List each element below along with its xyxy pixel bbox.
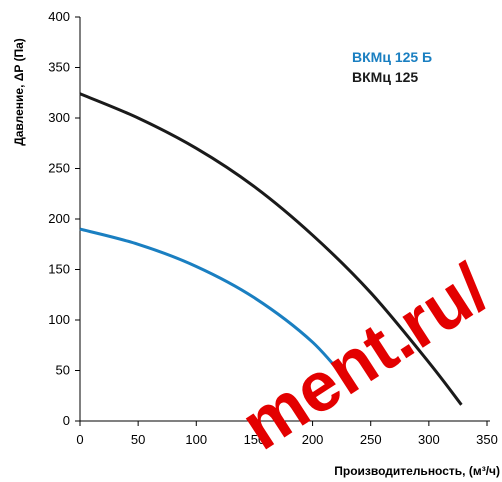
- y-axis-title: Давление, ΔP (Па): [12, 38, 26, 146]
- x-tick-label: 300: [418, 432, 440, 447]
- legend-entry-series-2: ВКМц 125: [352, 69, 418, 85]
- x-tick-label: 200: [302, 432, 324, 447]
- x-tick-label: 0: [76, 432, 83, 447]
- y-tick-label: 250: [48, 161, 70, 176]
- y-tick-label: 100: [48, 312, 70, 327]
- x-axis-ticks: 0 50 100 150 200 250 300 350: [76, 421, 498, 447]
- x-axis-title: Производительность, (м³/ч): [334, 464, 500, 478]
- y-tick-label: 400: [48, 9, 70, 24]
- y-axis-ticks: 0 50 100 150 200 250 300 350 400: [48, 9, 80, 428]
- series-line-2: [79, 92, 463, 406]
- y-tick-label: 50: [56, 363, 70, 378]
- y-tick-label: 0: [63, 413, 70, 428]
- legend: ВКМц 125 Б ВКМц 125: [352, 49, 432, 85]
- x-tick-label: 50: [131, 432, 145, 447]
- x-tick-label: 350: [476, 432, 498, 447]
- x-tick-label: 100: [185, 432, 207, 447]
- series-line-1: [79, 227, 355, 390]
- legend-entry-series-1: ВКМц 125 Б: [352, 49, 432, 65]
- x-tick-label: 250: [360, 432, 382, 447]
- y-tick-label: 150: [48, 262, 70, 277]
- x-tick-label: 150: [244, 432, 266, 447]
- series-layer: [79, 92, 463, 406]
- y-tick-label: 300: [48, 110, 70, 125]
- y-tick-label: 200: [48, 211, 70, 226]
- y-tick-label: 350: [48, 60, 70, 75]
